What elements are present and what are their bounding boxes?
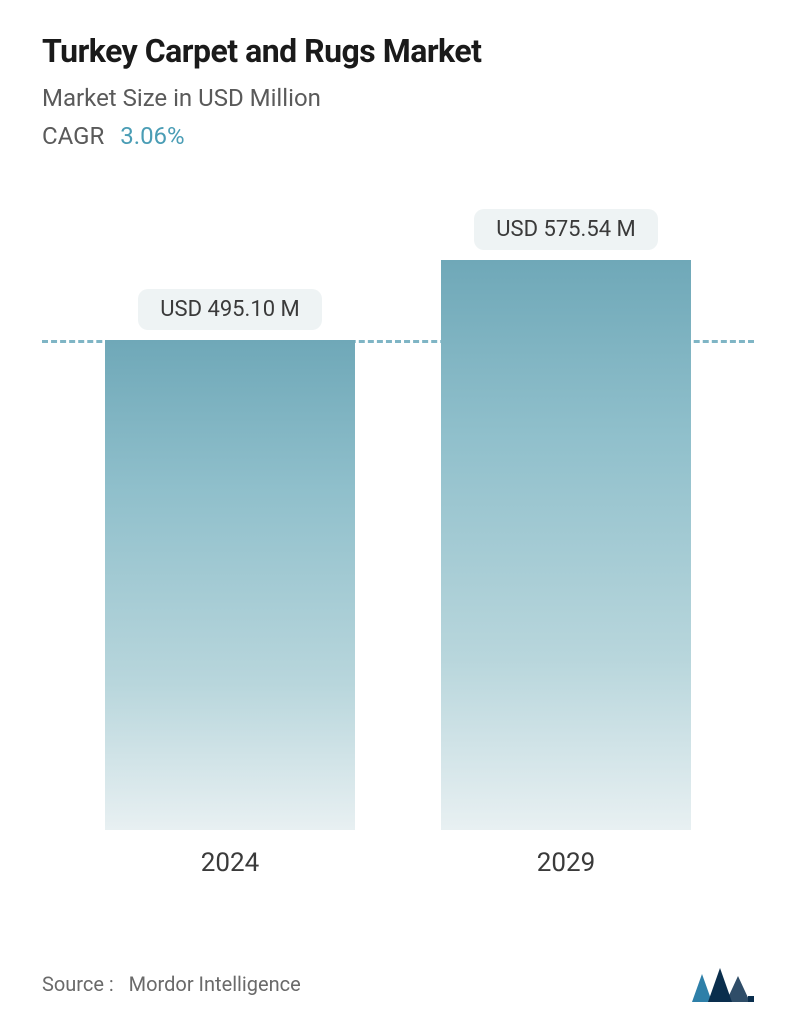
value-pill-0: USD 495.10 M — [138, 289, 322, 330]
bar-column-0: USD 495.10 M — [69, 289, 392, 830]
chart-title: Turkey Carpet and Rugs Market — [42, 32, 754, 70]
x-label-0: 2024 — [69, 848, 392, 878]
source-name: Mordor Intelligence — [129, 972, 301, 996]
brand-logo-icon — [690, 964, 754, 1004]
value-pill-1: USD 575.54 M — [474, 209, 658, 250]
cagr-row: CAGR 3.06% — [42, 122, 754, 150]
chart-card: Turkey Carpet and Rugs Market Market Siz… — [0, 0, 796, 1034]
chart-subtitle: Market Size in USD Million — [42, 84, 754, 112]
x-axis-labels: 2024 2029 — [42, 830, 754, 878]
bars-wrap: USD 495.10 M USD 575.54 M — [42, 190, 754, 830]
source-attribution: Source : Mordor Intelligence — [42, 972, 301, 996]
bar-0 — [105, 340, 355, 830]
cagr-value: 3.06% — [120, 122, 184, 150]
chart-area: USD 495.10 M USD 575.54 M 2024 2029 — [42, 190, 754, 1014]
source-prefix: Source : — [42, 972, 114, 996]
bar-column-1: USD 575.54 M — [405, 209, 728, 830]
logo-mark-icon — [690, 964, 754, 1004]
bar-1 — [441, 260, 691, 830]
x-label-1: 2029 — [405, 848, 728, 878]
cagr-label: CAGR — [42, 122, 104, 150]
footer: Source : Mordor Intelligence — [0, 934, 796, 1034]
